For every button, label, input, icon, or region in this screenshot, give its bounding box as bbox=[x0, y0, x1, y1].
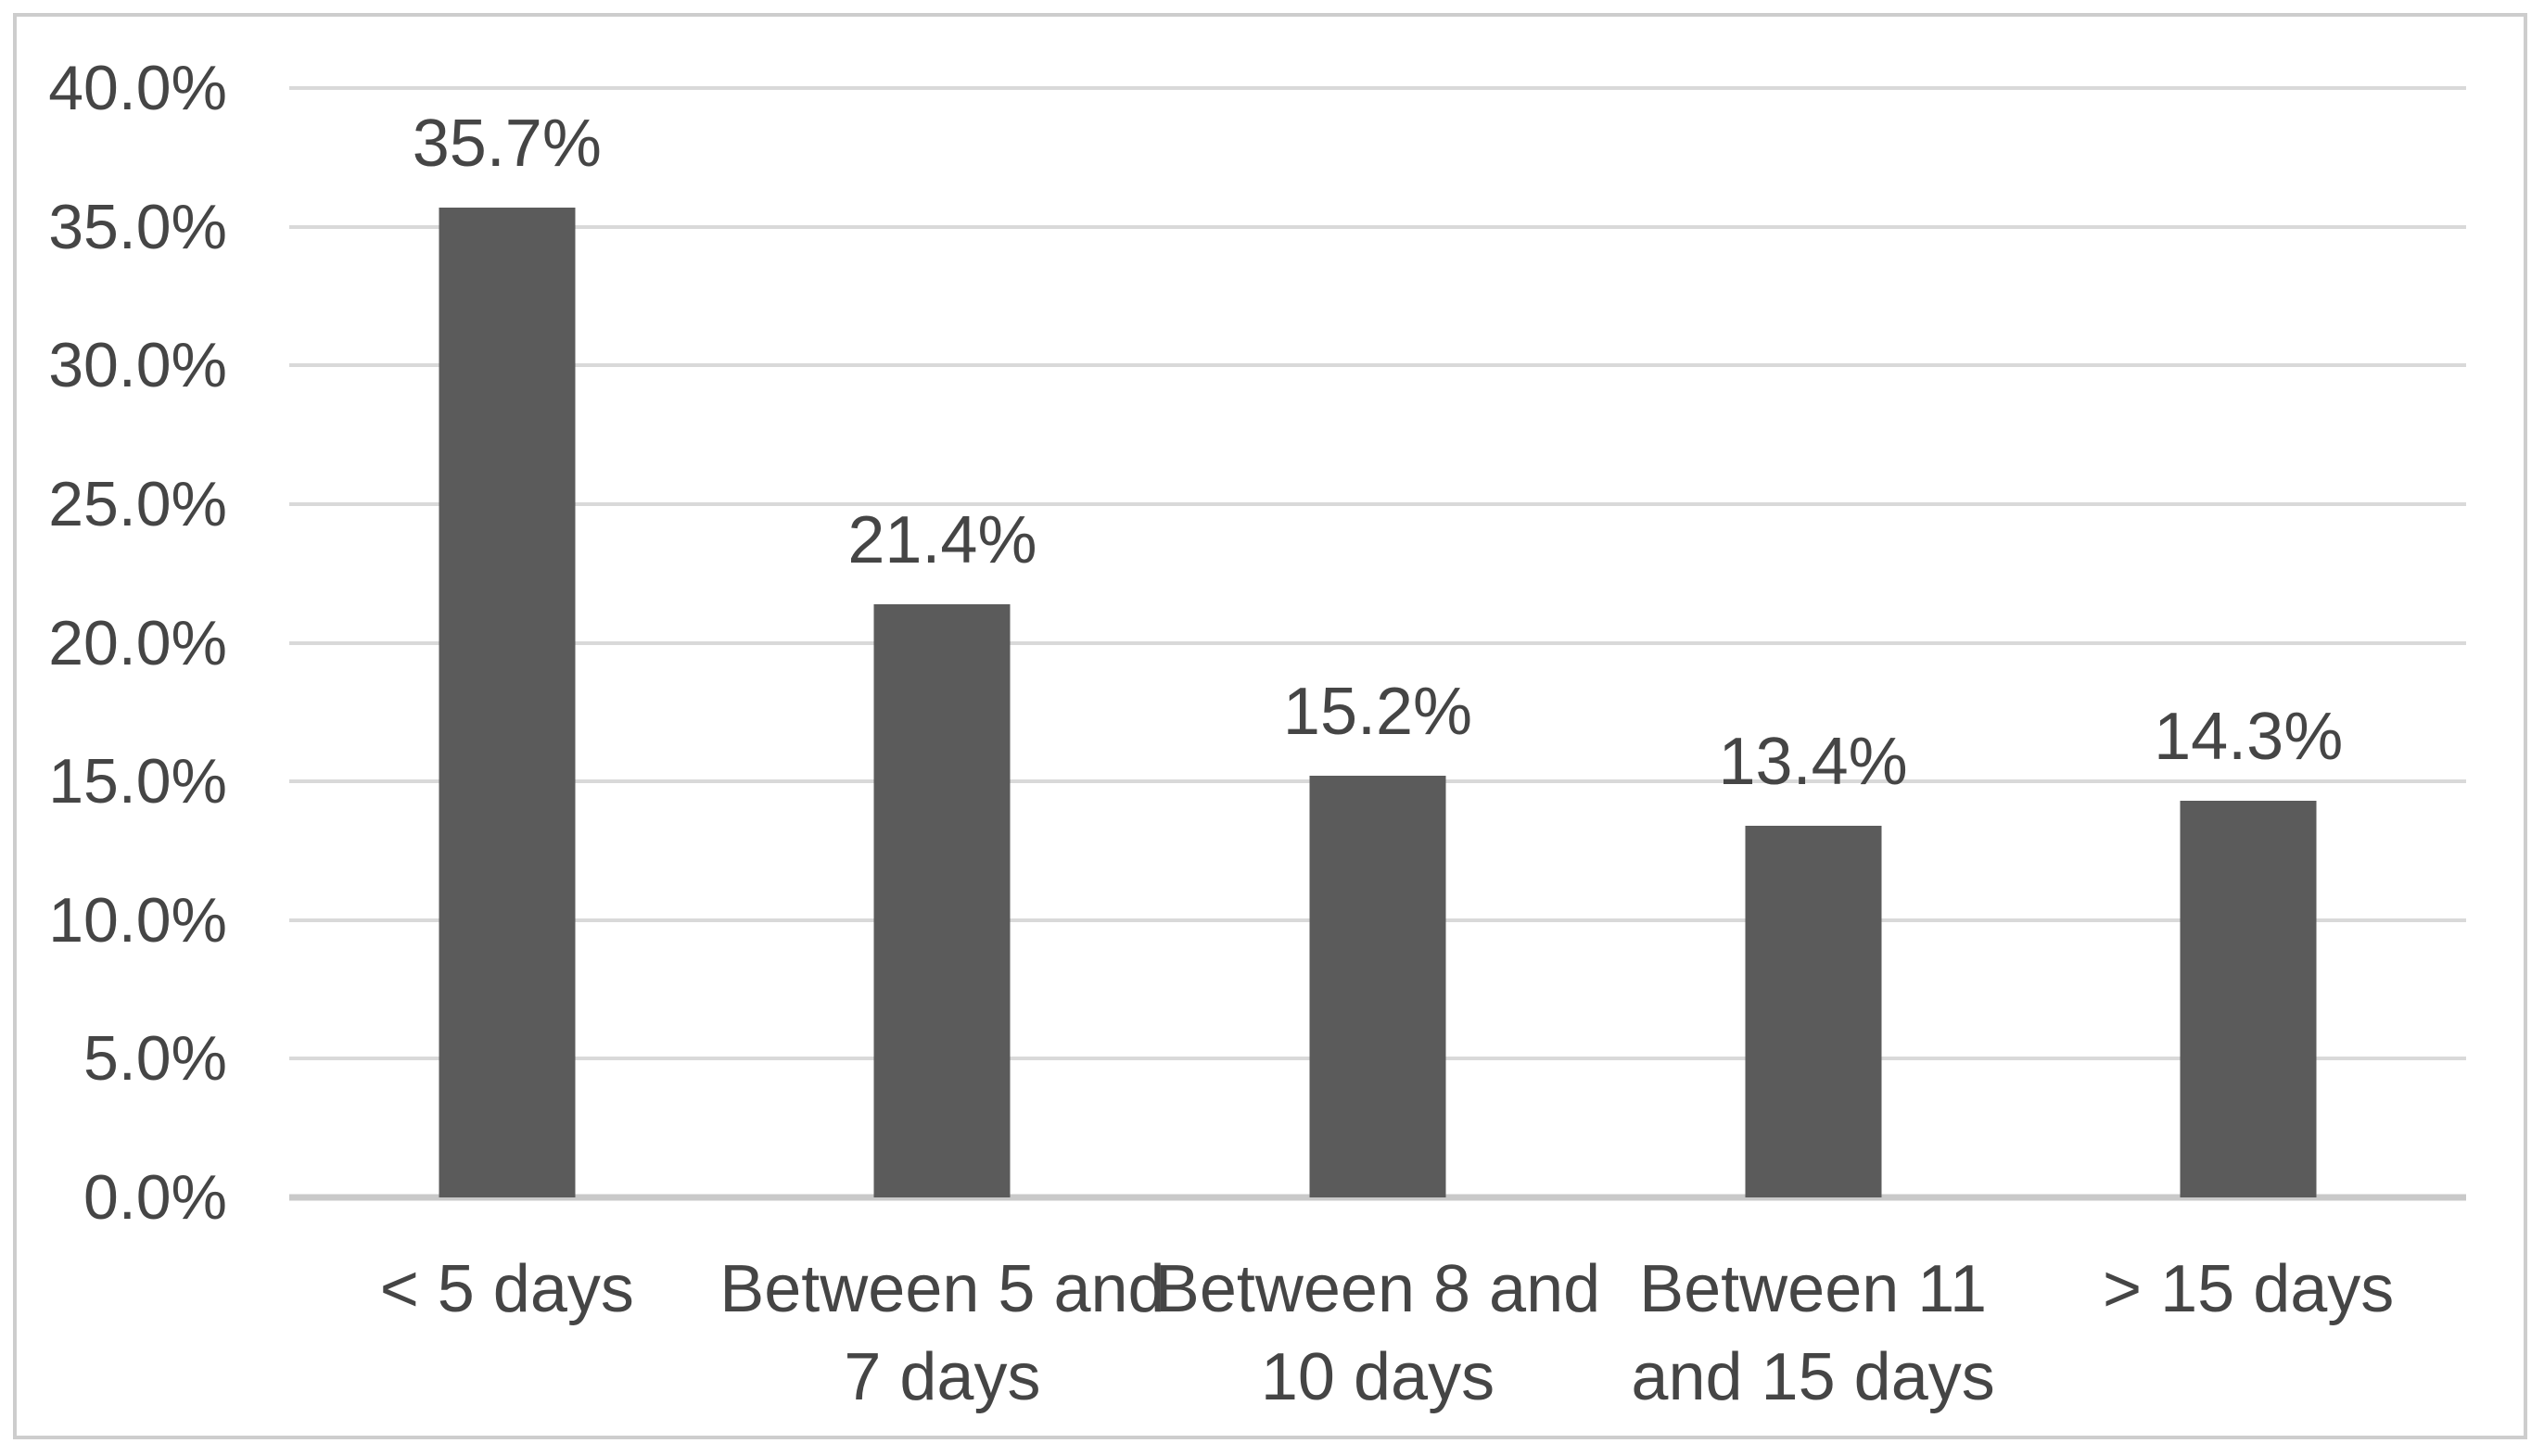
y-axis: 40.0% 35.0% 30.0% 25.0% 20.0% 15.0% 10.0% 5.0% 0… bbox=[17, 53, 227, 1233]
category-slot: 35.7% < 5 days bbox=[289, 88, 725, 1326]
category-slot: 14.3% > 15 days bbox=[2030, 88, 2466, 1326]
bar bbox=[439, 207, 576, 1197]
y-tick-label: 5.0% bbox=[83, 1023, 227, 1095]
data-label: 14.3% bbox=[2154, 700, 2344, 775]
x-category-label: > 15 days bbox=[2103, 1252, 2395, 1326]
y-tick-label: 35.0% bbox=[48, 191, 227, 262]
x-category-label: Between 5 and 7 days bbox=[719, 1252, 1165, 1414]
bars: 35.7% < 5 days 21.4% Between 5 and 7 days 15… bbox=[289, 88, 2466, 1414]
bar bbox=[2180, 801, 2317, 1197]
gridline bbox=[289, 640, 2466, 645]
chart-frame: 40.0% 35.0% 30.0% 25.0% 20.0% 15.0% 10.0% 5.0% 0… bbox=[13, 13, 2527, 1439]
plot-area: 35.7% < 5 days 21.4% Between 5 and 7 days 15… bbox=[289, 86, 2466, 1414]
gridline bbox=[289, 86, 2466, 90]
category-slot: 13.4% Between 11 and 15 days bbox=[1596, 88, 2031, 1414]
gridline bbox=[289, 224, 2466, 229]
y-tick-label: 10.0% bbox=[48, 884, 227, 956]
category-slot: 15.2% Between 8 and 10 days bbox=[1155, 88, 1600, 1414]
y-tick-label: 25.0% bbox=[48, 468, 227, 539]
gridline bbox=[289, 363, 2466, 368]
x-category-label: Between 11 and 15 days bbox=[1631, 1252, 1995, 1414]
x-category-label: < 5 days bbox=[379, 1252, 634, 1326]
x-axis-line bbox=[289, 1194, 2466, 1201]
y-tick-label: 0.0% bbox=[83, 1162, 227, 1233]
y-tick-label: 15.0% bbox=[48, 746, 227, 817]
bar bbox=[1745, 826, 1882, 1197]
y-tick-label: 40.0% bbox=[48, 53, 227, 123]
x-category-label: Between 8 and 10 days bbox=[1154, 1252, 1601, 1414]
data-label: 13.4% bbox=[1718, 725, 1908, 800]
y-tick-label: 20.0% bbox=[48, 607, 227, 678]
bar bbox=[873, 603, 1011, 1197]
data-label: 21.4% bbox=[847, 502, 1037, 577]
bar bbox=[1309, 776, 1446, 1197]
data-label: 35.7% bbox=[412, 106, 602, 181]
data-label: 15.2% bbox=[1282, 675, 1473, 750]
y-tick-label: 30.0% bbox=[48, 330, 227, 401]
gridline bbox=[289, 501, 2466, 506]
category-slot: 21.4% Between 5 and 7 days bbox=[719, 88, 1164, 1414]
